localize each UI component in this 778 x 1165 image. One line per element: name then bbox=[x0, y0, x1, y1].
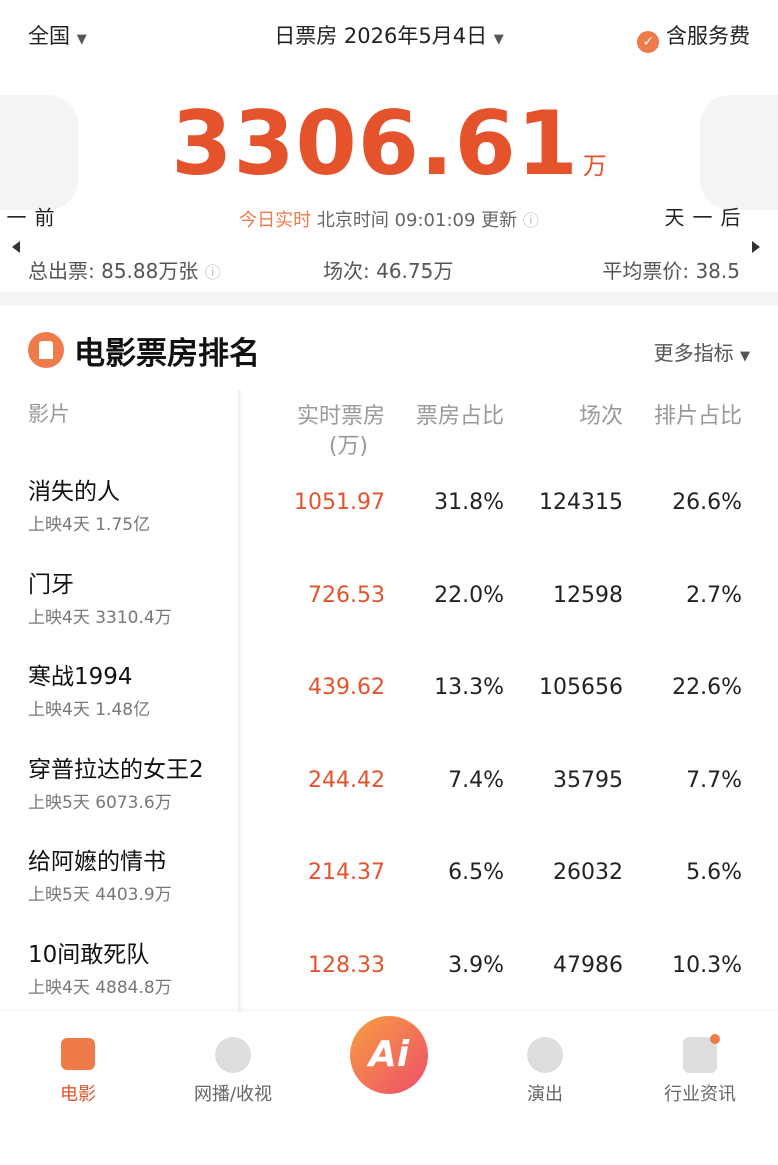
movie-name: 给阿嬷的情书 bbox=[28, 849, 166, 876]
movie-name: 穿普拉达的女王2 bbox=[28, 756, 204, 783]
schedule-share: 26.6% bbox=[672, 490, 742, 515]
movie-row[interactable]: 门牙上映4天 3310.4万 726.53 22.0% 12598 2.7% bbox=[0, 561, 778, 653]
box-office-share: 6.5% bbox=[448, 860, 504, 886]
stat: 总出票: 85.88万张 bbox=[28, 259, 199, 283]
movie-row[interactable]: 给阿嬷的情书上映5天 4403.9万 214.37 6.5% 26032 5.6% bbox=[0, 838, 778, 930]
date-select[interactable]: 日票房 2026年5月4日 ▼ bbox=[0, 20, 778, 50]
nav-item[interactable]: 电影 bbox=[60, 1084, 96, 1105]
sessions: 124315 bbox=[539, 490, 623, 515]
schedule-share: 5.6% bbox=[686, 860, 742, 886]
box-office-share: 22.0% bbox=[434, 582, 504, 608]
stat: 场次: 46.75万 bbox=[323, 259, 454, 283]
info-icon: ⓘ bbox=[522, 211, 539, 230]
sessions: 47986 bbox=[553, 953, 623, 978]
release-info: 上映4天 1.75亿 bbox=[28, 515, 151, 535]
next-label: 后一天 bbox=[661, 207, 741, 227]
region-select[interactable]: 全国 ▼ bbox=[28, 20, 87, 50]
box-office-share: 3.9% bbox=[448, 953, 504, 978]
bottom-nav: Ai bbox=[0, 1012, 778, 1165]
box-office: 128.33 bbox=[308, 953, 385, 978]
next-day[interactable]: 后一天 bbox=[661, 95, 778, 253]
box-office: 214.37 bbox=[308, 860, 385, 886]
service-fee-toggle[interactable]: ✓ 含服务费 bbox=[637, 20, 750, 53]
release-info: 上映4天 4884.8万 bbox=[28, 978, 172, 998]
movie-icon bbox=[61, 1038, 95, 1070]
prev-label: 前一天 bbox=[3, 207, 55, 227]
show-icon bbox=[527, 1037, 563, 1073]
release-info: 上映5天 4403.9万 bbox=[28, 885, 172, 906]
movie-name: 门牙 bbox=[28, 571, 74, 598]
more-label: 更多指标 bbox=[653, 341, 734, 365]
info-icon: ⓘ bbox=[204, 263, 221, 282]
box-office-share: 13.3% bbox=[434, 675, 504, 701]
nav-item[interactable]: 行业资讯 bbox=[664, 1084, 736, 1105]
divider bbox=[0, 292, 778, 306]
stat-tickets: 总出票: 85.88万张 ⓘ bbox=[28, 255, 221, 284]
schedule-share: 2.7% bbox=[686, 582, 742, 608]
caret: ▼ bbox=[493, 32, 504, 47]
box-office: 439.62 bbox=[308, 675, 385, 701]
column-unit: (万) bbox=[328, 434, 368, 459]
column-header: 排片占比 bbox=[653, 404, 742, 429]
movie-name: 寒战1994 bbox=[28, 664, 133, 691]
release-info: 上映5天 6073.6万 bbox=[28, 792, 172, 813]
column-header: 实时票房 bbox=[296, 404, 385, 429]
sessions: 105656 bbox=[539, 675, 623, 701]
ai-button[interactable]: Ai bbox=[350, 1016, 428, 1094]
arrow-left bbox=[12, 241, 20, 253]
release-info: 上映4天 1.48亿 bbox=[28, 700, 151, 721]
column-header: 票房占比 bbox=[415, 404, 504, 429]
stat: 平均票价: 38.5 bbox=[602, 259, 740, 283]
date-title: 日票房 2026年5月4日 bbox=[274, 24, 488, 48]
schedule-share: 10.3% bbox=[672, 953, 742, 978]
caret: ▼ bbox=[740, 349, 750, 364]
update-time: 北京时间 09:01:09 更新 bbox=[316, 210, 518, 231]
service-fee: 含服务费 bbox=[666, 24, 750, 48]
total-box: 3306.61 万 bbox=[0, 92, 778, 195]
sessions: 35795 bbox=[553, 767, 623, 793]
box-office: 1051.97 bbox=[294, 490, 385, 515]
arrow-right bbox=[752, 241, 760, 253]
badge bbox=[710, 1034, 720, 1044]
ranking-title: 电影票房排名 bbox=[74, 336, 260, 372]
column-shadow bbox=[238, 390, 244, 1012]
sessions: 26032 bbox=[553, 860, 623, 886]
live-label: 今日实时 bbox=[239, 210, 312, 231]
schedule-share: 7.7% bbox=[686, 767, 742, 793]
total-value: 3306.61 bbox=[171, 92, 579, 195]
nav-item[interactable]: 网播/收视 bbox=[193, 1084, 273, 1105]
prev-day[interactable]: 前一天 bbox=[0, 95, 78, 253]
release-info: 上映4天 3310.4万 bbox=[28, 607, 172, 628]
movie-row[interactable]: 10间敢死队上映4天 4884.8万 128.33 3.9% 47986 10.3% bbox=[0, 931, 778, 1023]
movie-row[interactable]: 穿普拉达的女王2 上映5天 6073.6万 244.42 7.4% 35795 7.7% bbox=[0, 746, 778, 838]
movie-name: 消失的人 bbox=[28, 479, 120, 505]
ranking-icon bbox=[28, 332, 64, 368]
schedule-share: 22.6% bbox=[672, 675, 742, 701]
caret: ▼ bbox=[76, 32, 87, 47]
box-office: 726.53 bbox=[308, 582, 385, 608]
sessions: 12598 bbox=[553, 582, 623, 608]
column-header: 场次 bbox=[578, 404, 623, 429]
total-unit: 万 bbox=[582, 152, 607, 180]
region: 全国 bbox=[28, 24, 70, 48]
check-icon: ✓ bbox=[637, 31, 660, 53]
movie-row[interactable]: 消失的人上映4天 1.75亿 1051.97 31.8% 124315 26.6% bbox=[0, 468, 778, 560]
movie-row[interactable]: 寒战1994 上映4天 1.48亿 439.62 13.3% 105656 22.6% bbox=[0, 653, 778, 745]
box-office: 244.42 bbox=[308, 767, 385, 793]
stream-icon bbox=[215, 1037, 251, 1073]
column-header: 影片 bbox=[28, 402, 70, 426]
nav-item[interactable]: 演出 bbox=[527, 1084, 563, 1105]
box-office-share: 7.4% bbox=[448, 767, 504, 793]
update-line: 今日实时 北京时间 09:01:09 更新 ⓘ bbox=[0, 206, 778, 232]
box-office-share: 31.8% bbox=[434, 490, 504, 515]
more-metrics[interactable]: 更多指标 ▼ bbox=[654, 337, 750, 366]
movie-name: 10间敢死队 bbox=[28, 942, 150, 968]
